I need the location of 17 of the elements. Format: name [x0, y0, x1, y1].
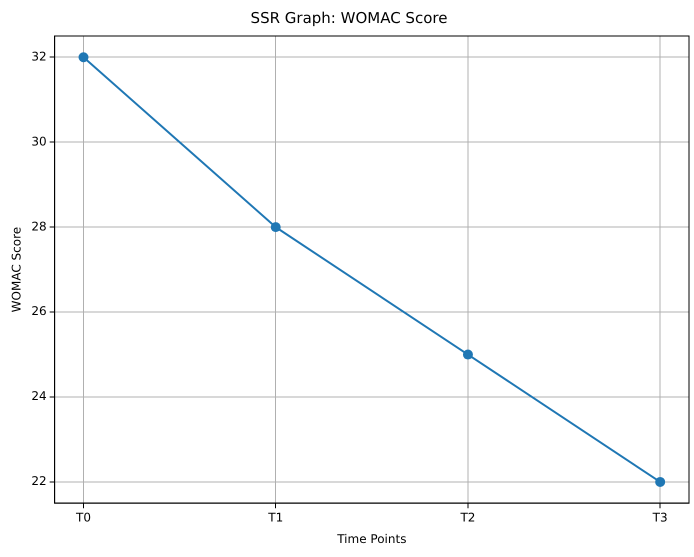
x-axis-title: Time Points [336, 532, 406, 546]
y-tick-label: 32 [31, 49, 47, 64]
point [270, 222, 281, 232]
y-tick-label: 28 [31, 219, 47, 234]
chart-title: SSR Graph: WOMAC Score [250, 8, 448, 27]
point [655, 476, 666, 487]
x-tick-label: T3 [652, 510, 668, 525]
y-tick-label: 26 [31, 304, 47, 318]
x-tick-label: T1 [267, 510, 284, 525]
x-tick-label: T2 [459, 510, 476, 525]
y-axis-title: WOMAC Score [9, 226, 24, 312]
point [462, 350, 473, 360]
y-tick-label: 22 [31, 474, 47, 488]
y-tick-label: 24 [31, 389, 47, 404]
y-tick-label: 30 [31, 134, 47, 148]
x-tick-label: T0 [75, 510, 91, 525]
point [78, 52, 89, 62]
